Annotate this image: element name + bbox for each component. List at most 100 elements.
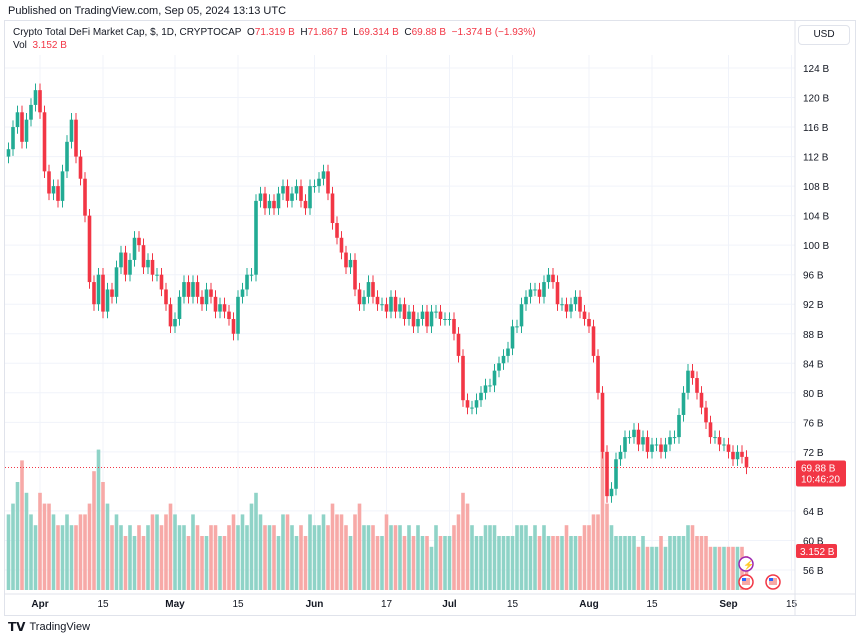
candle-body [366,282,371,297]
candle-body [596,355,600,393]
volume-bar [708,546,713,590]
candle-body [164,289,168,305]
volume-bar [33,525,38,590]
candle-body [258,193,263,201]
x-tick-label: Aug [579,599,598,610]
candle-body [344,252,348,268]
candle-body [209,289,213,297]
tradingview-logo[interactable]: 𝗧𝗩 TradingView [8,620,90,634]
candle-body [173,318,177,327]
candle-body [587,318,591,327]
high-value: 71.867 B [307,27,348,38]
chart-frame [4,20,856,616]
volume-bar [258,514,263,590]
candle-body [645,437,650,452]
candle-body [326,171,330,194]
y-tick-label: 108 B [803,182,829,193]
candle-body [299,186,303,201]
volume-bar [209,525,213,590]
candle-body [213,296,218,312]
candle-body [146,259,150,268]
branding-text: TradingView [29,621,91,633]
volume-bar [407,525,411,590]
x-tick-label: 15 [97,599,109,610]
candle-body [699,392,704,408]
candle-body [384,304,389,312]
volume-bar [384,514,389,590]
close-value: 69.88 B [411,27,447,38]
candle-body [573,296,578,305]
candle-body [744,456,749,468]
volume-bar [587,525,591,590]
candle-body [434,311,438,313]
candle-body [353,259,357,290]
volume-bar [663,546,668,590]
candle-body [240,289,245,297]
price-label-box [796,460,846,487]
symbol-title[interactable]: Crypto Total DeFi Market Cap, $, 1D, CRY… [13,27,242,38]
candle-body [542,282,546,297]
candle-body [443,318,447,320]
volume-bar [222,536,227,590]
volume-bar [159,525,164,590]
candle-body [78,156,83,179]
volume-bar [519,525,524,590]
candle-body [735,451,740,460]
candle-body [479,392,483,401]
candle-body [722,444,726,446]
volume-bar [416,525,420,590]
volume-bar [240,514,245,590]
candle-body [447,318,452,320]
candle-body [420,311,425,319]
volume-bar [317,525,321,590]
currency-button[interactable]: USD [798,25,850,45]
volume-bar [686,525,690,590]
y-tick-label: 100 B [803,241,829,252]
candle-body [371,282,375,297]
volume-bar [285,514,290,590]
last-price-label: 69.88 B [801,464,836,475]
volume-bar [132,536,137,590]
volume-bar [186,536,191,590]
candle-body [141,245,146,268]
volume-bar [573,536,578,590]
x-tick-label: 15 [232,599,244,610]
volume-bar [38,492,42,590]
candle-body [416,318,420,327]
flag-stripes [742,578,750,585]
volume-bar [69,525,74,590]
volume-bar [479,536,483,590]
flag-canton [769,578,773,581]
volume-bar [600,449,605,590]
candle-body [569,304,573,312]
candle-body [168,304,173,327]
candle-body [623,437,627,452]
candle-body [708,422,713,438]
volume-bar [546,536,551,590]
volume-bar [371,525,375,590]
volume-axis-label: 3.152 B [800,547,835,558]
volume-bar [695,536,699,590]
volume-bar [272,525,276,590]
volume-bar [303,536,308,590]
volume-bar [654,546,659,590]
candle-body [114,267,119,297]
candle-body [555,282,560,305]
candle-body [407,311,411,319]
volume-bar [182,525,186,590]
volume-bar [353,514,357,590]
volume-bar [357,503,362,590]
x-tick-label: Apr [31,599,48,610]
symbol-legend: Crypto Total DeFi Market Cap, $, 1D, CRY… [13,27,536,38]
volume-bar [231,514,236,590]
x-tick-label: Jul [442,599,457,610]
volume-bar [380,536,384,590]
volume-bar [339,514,344,590]
candle-body [704,407,708,423]
volume-bar [290,525,294,590]
candle-body [474,400,479,408]
lightning-event-icon[interactable] [738,556,754,572]
volume-label[interactable]: Vol [13,40,27,51]
candle-body [335,223,339,238]
